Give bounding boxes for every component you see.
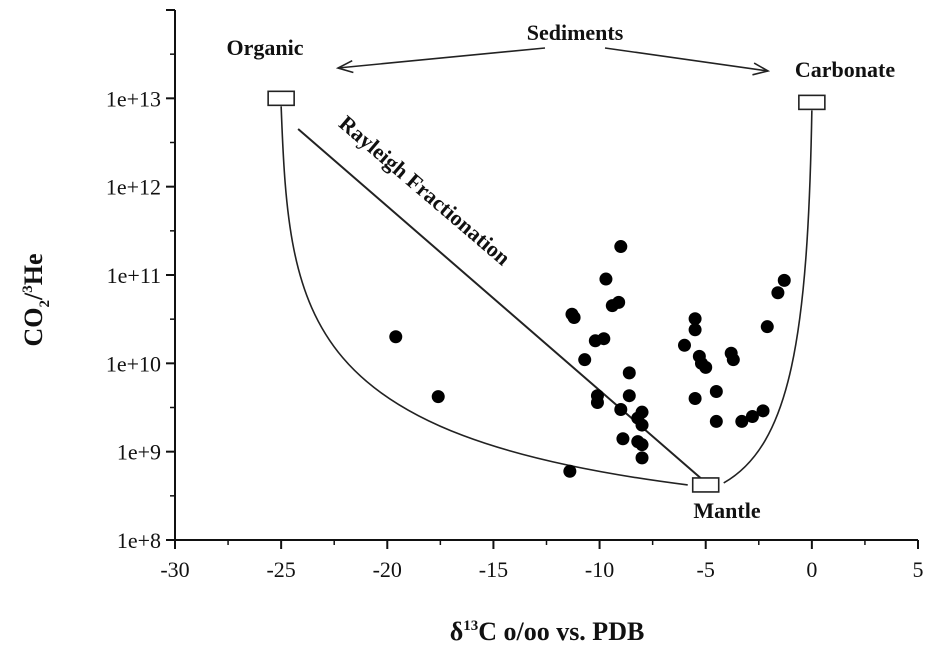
carbonate-label: Carbonate [795, 57, 895, 82]
x-tick-label: -5 [697, 557, 715, 582]
x-tick-label: -15 [479, 557, 508, 582]
data-point [726, 353, 740, 367]
carbonate-end-member-box [798, 94, 826, 111]
x-tick-label: 0 [806, 557, 817, 582]
organic-mantle-mixing-curve [280, 106, 688, 486]
data-point [431, 390, 445, 404]
data-point [614, 240, 628, 254]
organic-end-member-box [267, 90, 295, 107]
sediment-arrows [335, 47, 771, 76]
data-point [578, 353, 592, 367]
data-point [622, 389, 636, 403]
mantle-end-member-box [691, 477, 720, 493]
mixing-curves [280, 106, 813, 486]
data-point [599, 272, 613, 286]
data-point [635, 451, 649, 465]
data-point [688, 391, 702, 405]
data-point [699, 360, 713, 374]
data-point [635, 405, 649, 419]
data-point [597, 332, 611, 346]
sediments-label: Sediments [527, 20, 624, 45]
x-axis-ticks: -30 -25 -20 -15 -10 -5 0 5 [160, 540, 924, 582]
data-point [677, 338, 691, 352]
data-point [709, 414, 723, 428]
x-tick-label: -30 [160, 557, 189, 582]
x-tick-label: -10 [585, 557, 614, 582]
y-axis-ticks: 1e+8 1e+9 1e+10 1e+11 1e+12 1e+13 [106, 9, 175, 553]
data-point [616, 432, 630, 446]
data-point [756, 404, 770, 418]
y-tick-label: 1e+8 [117, 528, 161, 553]
data-point [614, 403, 628, 417]
y-tick-label: 1e+12 [106, 175, 161, 200]
carbonate-mantle-mixing-curve [723, 110, 813, 484]
data-point [389, 330, 403, 344]
data-point [563, 464, 577, 478]
data-point [745, 410, 759, 424]
data-point [760, 320, 774, 334]
data-point [771, 286, 785, 300]
data-points [389, 240, 791, 478]
data-point [735, 414, 749, 428]
data-point [567, 311, 581, 325]
mantle-label: Mantle [693, 498, 760, 523]
arrow-to-carbonate [604, 47, 769, 72]
arrow-to-organic-head [335, 59, 354, 74]
data-point [709, 384, 723, 398]
end-member-boxes [267, 90, 826, 493]
data-point [688, 312, 702, 326]
rayleigh-fractionation-label: Rayleigh Fractionation [334, 110, 515, 270]
x-tick-label: -25 [266, 557, 295, 582]
x-axis-title: δ13C o/oo vs. PDB [450, 617, 645, 646]
y-tick-label: 1e+11 [107, 263, 161, 288]
data-point [635, 418, 649, 432]
arrow-to-organic [337, 47, 546, 69]
data-point [777, 273, 791, 287]
data-point [590, 396, 604, 410]
y-tick-label: 1e+13 [106, 86, 161, 111]
data-point [635, 438, 649, 452]
x-tick-label: 5 [913, 557, 924, 582]
data-point [622, 366, 636, 380]
y-tick-label: 1e+9 [117, 440, 161, 465]
arrow-to-carbonate-head [752, 62, 771, 76]
y-tick-label: 1e+10 [106, 351, 161, 376]
x-tick-label: -20 [373, 557, 402, 582]
organic-label: Organic [227, 35, 304, 60]
data-point [688, 323, 702, 337]
data-point [612, 295, 626, 309]
y-axis-title: CO2/3He [19, 254, 53, 347]
